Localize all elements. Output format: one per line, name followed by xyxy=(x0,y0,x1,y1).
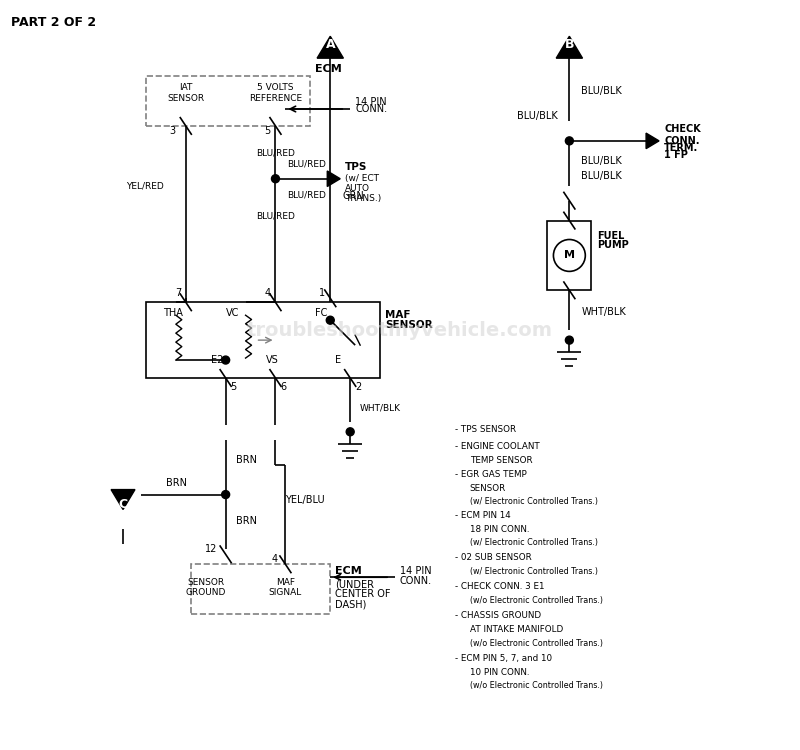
Text: 5: 5 xyxy=(230,382,237,392)
Text: BLU/RED: BLU/RED xyxy=(256,148,295,158)
Text: - 02 SUB SENSOR: - 02 SUB SENSOR xyxy=(454,554,531,562)
Text: TEMP SENSOR: TEMP SENSOR xyxy=(470,456,532,465)
Text: C: C xyxy=(118,498,127,511)
Text: 5 VOLTS
REFERENCE: 5 VOLTS REFERENCE xyxy=(249,83,302,103)
Text: B: B xyxy=(565,38,574,51)
Text: 2: 2 xyxy=(355,382,362,392)
Text: 1 FP: 1 FP xyxy=(664,150,688,160)
Text: - CHASSIS GROUND: - CHASSIS GROUND xyxy=(454,611,541,620)
Circle shape xyxy=(326,316,334,324)
Text: BLU/RED: BLU/RED xyxy=(287,160,326,169)
Text: 4: 4 xyxy=(271,554,278,564)
Text: E: E xyxy=(335,355,342,365)
Text: TERM.: TERM. xyxy=(664,142,698,153)
Text: - ENGINE COOLANT: - ENGINE COOLANT xyxy=(454,442,539,451)
Text: 5: 5 xyxy=(264,126,270,136)
Text: CHECK: CHECK xyxy=(664,124,701,134)
Text: - TPS SENSOR: - TPS SENSOR xyxy=(454,424,516,433)
Text: BRN: BRN xyxy=(166,478,187,488)
Bar xyxy=(146,302,380,378)
Circle shape xyxy=(222,356,230,364)
Text: YEL/BLU: YEL/BLU xyxy=(286,494,325,505)
Text: AUTO: AUTO xyxy=(346,184,370,194)
Text: 18 PIN CONN.: 18 PIN CONN. xyxy=(470,526,530,535)
Text: 4: 4 xyxy=(265,288,270,298)
Text: BLU/BLK: BLU/BLK xyxy=(582,171,622,181)
Text: BLU/RED: BLU/RED xyxy=(287,190,326,200)
Polygon shape xyxy=(646,133,659,148)
Circle shape xyxy=(222,490,230,499)
Bar xyxy=(190,564,330,614)
Text: MAF
SIGNAL: MAF SIGNAL xyxy=(269,578,302,597)
Text: - ECM PIN 5, 7, and 10: - ECM PIN 5, 7, and 10 xyxy=(454,654,552,663)
Text: WHT/BLK: WHT/BLK xyxy=(360,404,401,412)
Text: - ECM PIN 14: - ECM PIN 14 xyxy=(454,512,510,520)
Polygon shape xyxy=(317,36,343,58)
Text: 10 PIN CONN.: 10 PIN CONN. xyxy=(470,668,530,677)
Text: 14 PIN: 14 PIN xyxy=(355,97,386,107)
Text: BLU/BLK: BLU/BLK xyxy=(517,111,558,121)
Text: (w/ Electronic Controlled Trans.): (w/ Electronic Controlled Trans.) xyxy=(470,496,598,506)
Text: ECM: ECM xyxy=(315,64,342,74)
Text: THA: THA xyxy=(163,308,182,318)
Text: BLU/BLK: BLU/BLK xyxy=(582,86,622,96)
Text: 3: 3 xyxy=(170,126,176,136)
Polygon shape xyxy=(556,36,582,58)
Text: 6: 6 xyxy=(281,382,286,392)
Text: BLU/RED: BLU/RED xyxy=(256,211,295,220)
Text: (w/o Electronic Controlled Trans.): (w/o Electronic Controlled Trans.) xyxy=(470,639,602,648)
Text: TRANS.): TRANS.) xyxy=(346,194,382,203)
Text: IAT
SENSOR: IAT SENSOR xyxy=(167,83,204,103)
Text: SENSOR
GROUND: SENSOR GROUND xyxy=(186,578,226,597)
Text: FC: FC xyxy=(315,308,328,318)
Text: PUMP: PUMP xyxy=(598,241,629,250)
Text: BLU/BLK: BLU/BLK xyxy=(582,156,622,166)
Text: ECM: ECM xyxy=(335,566,362,576)
Text: 12: 12 xyxy=(206,544,218,554)
Circle shape xyxy=(271,175,279,183)
Text: WHT/BLK: WHT/BLK xyxy=(582,308,626,317)
Text: TPS: TPS xyxy=(346,162,367,172)
Bar xyxy=(547,220,591,290)
Text: BRN: BRN xyxy=(236,454,257,465)
Text: VS: VS xyxy=(266,355,278,365)
Text: FUEL: FUEL xyxy=(598,230,625,241)
Text: (w/o Electronic Controlled Trans.): (w/o Electronic Controlled Trans.) xyxy=(470,596,602,605)
Text: (UNDER: (UNDER xyxy=(335,579,374,590)
Text: E2: E2 xyxy=(210,355,223,365)
Text: CONN.: CONN. xyxy=(400,576,432,586)
Text: - EGR GAS TEMP: - EGR GAS TEMP xyxy=(454,470,526,478)
Text: AT INTAKE MANIFOLD: AT INTAKE MANIFOLD xyxy=(470,625,563,634)
Bar xyxy=(146,76,310,126)
Text: M: M xyxy=(564,251,575,260)
Text: (w/o Electronic Controlled Trans.): (w/o Electronic Controlled Trans.) xyxy=(470,681,602,690)
Text: BRN: BRN xyxy=(236,517,257,526)
Text: SENSOR: SENSOR xyxy=(470,484,506,493)
Polygon shape xyxy=(111,490,135,509)
Circle shape xyxy=(566,336,574,344)
Text: - CHECK CONN. 3 E1: - CHECK CONN. 3 E1 xyxy=(454,582,544,591)
Circle shape xyxy=(346,427,354,436)
Text: (w/ Electronic Controlled Trans.): (w/ Electronic Controlled Trans.) xyxy=(470,538,598,548)
Circle shape xyxy=(566,137,574,145)
Text: VC: VC xyxy=(226,308,239,318)
Text: MAF: MAF xyxy=(385,310,410,320)
Text: GRN: GRN xyxy=(342,190,364,201)
Text: CONN.: CONN. xyxy=(664,136,699,146)
Text: troubleshootmyvehicle.com: troubleshootmyvehicle.com xyxy=(247,321,553,340)
Text: A: A xyxy=(326,38,335,51)
Polygon shape xyxy=(327,171,340,187)
Text: YEL/RED: YEL/RED xyxy=(126,182,164,190)
Text: CENTER OF: CENTER OF xyxy=(335,590,390,599)
Text: CONN.: CONN. xyxy=(355,104,387,114)
Text: (w/ Electronic Controlled Trans.): (w/ Electronic Controlled Trans.) xyxy=(470,567,598,576)
Text: 7: 7 xyxy=(174,288,181,298)
Text: 1: 1 xyxy=(319,288,326,298)
Text: 14 PIN: 14 PIN xyxy=(400,566,432,576)
Text: DASH): DASH) xyxy=(335,599,366,609)
Text: SENSOR: SENSOR xyxy=(385,320,433,330)
Text: PART 2 OF 2: PART 2 OF 2 xyxy=(11,16,97,29)
Text: (w/ ECT: (w/ ECT xyxy=(346,174,379,183)
